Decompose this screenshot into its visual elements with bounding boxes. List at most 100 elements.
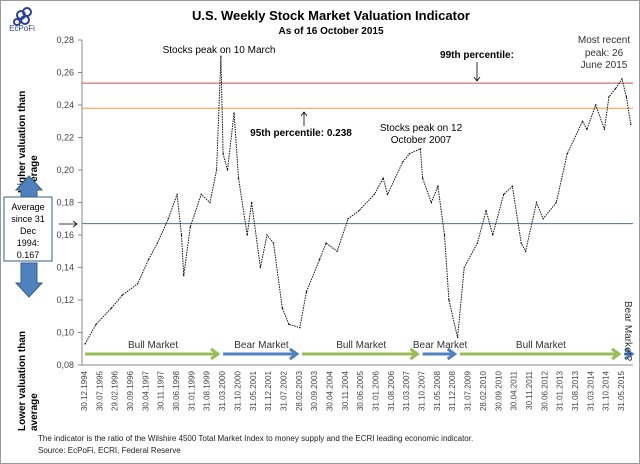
average-box-text: Average since 31 Dec 1994: 0.167 [11, 202, 45, 260]
data-point [492, 234, 494, 236]
market-label-3: Bear Market [413, 340, 468, 351]
data-point [581, 120, 584, 122]
data-point [305, 291, 308, 293]
market-label-4: Bull Market [516, 340, 566, 351]
x-tick-label: 30.04.2004 [325, 370, 334, 411]
x-tick-label: 30.06.1998 [172, 370, 181, 411]
x-tick-label: 31.03.2014 [586, 370, 595, 411]
annotation-95th: 95th percentile: 0.238 [250, 128, 352, 139]
market-phases: Bull Market Bear Market Bull Market Bear Ma… [85, 340, 635, 361]
y-tick-label: 0,26 [56, 68, 74, 78]
y-tick-label: 0,24 [56, 100, 74, 110]
x-tick-label: 30.12.1994 [80, 370, 89, 411]
average-box [3, 196, 53, 262]
data-point [222, 153, 224, 155]
data-point [121, 294, 124, 296]
data-point [520, 242, 522, 244]
arrow-up-icon [300, 111, 308, 126]
x-tick-label: 28.02.2003 [295, 370, 304, 411]
y-tick-label: 0,28 [56, 35, 74, 45]
data-point [448, 299, 450, 301]
data-point [325, 242, 327, 244]
x-tick-label: 30.09.2003 [310, 370, 319, 411]
data-point [233, 112, 235, 114]
data-point [542, 218, 544, 220]
data-point [402, 161, 404, 163]
footer-source: Source: EcPoFi, ECRI, Federal Reserve [38, 446, 181, 455]
market-arrow-0 [85, 347, 221, 361]
arrow-down-icon [14, 262, 44, 298]
x-tick-label: 31.01.1999 [187, 370, 196, 411]
data-point [555, 201, 557, 204]
average-box-line: 0.167 [17, 250, 40, 260]
data-point [209, 201, 211, 204]
y-tick-label: 0,20 [56, 165, 74, 175]
data-point [386, 193, 389, 196]
annotation-peak-2000: Stocks peak on 10 March [163, 45, 276, 56]
market-label-2: Bull Market [336, 340, 386, 351]
data-point [237, 177, 240, 179]
x-tick-label: 31.07.2002 [279, 370, 288, 411]
x-tick-label: 29.02.1996 [111, 370, 120, 411]
data-point [189, 226, 191, 228]
data-point [382, 177, 384, 179]
data-point [502, 193, 505, 196]
y-tick-label: 0,08 [56, 360, 74, 370]
left-panel: Higher valuation than average Average sin… [3, 91, 78, 431]
data-point [373, 193, 376, 196]
x-tick-label: 30.06.2005 [356, 370, 365, 411]
data-point [456, 336, 459, 339]
higher-valuation-label-1: Higher valuation than [17, 91, 28, 193]
logo-mark-icon [13, 7, 32, 26]
data-point [95, 323, 97, 326]
data-point [266, 234, 268, 236]
lower-valuation-label-2: average [29, 393, 40, 431]
x-tick-label: 30.04.2011 [510, 370, 519, 410]
data-point [408, 153, 411, 155]
annotation-peak-2007-2: October 2007 [391, 135, 452, 146]
arrow-down-icon [473, 62, 481, 82]
data-point [136, 283, 139, 285]
data-point [614, 88, 617, 90]
x-tick-label: 31.05.2008 [433, 370, 442, 411]
data-point [566, 153, 568, 155]
data-point [535, 201, 538, 204]
data-point [318, 258, 321, 261]
y-tick-label: 0,16 [56, 230, 74, 240]
chart-title: U.S. Weekly Stock Market Valuation Indic… [192, 8, 470, 23]
higher-valuation-label-2: average [29, 155, 40, 193]
chart-subtitle: As of 16 October 2015 [278, 26, 383, 37]
data-point [595, 104, 597, 106]
market-arrow-1 [223, 347, 300, 361]
annotation-recent-2: peak: 26 [585, 48, 624, 59]
x-tick-label: 31.07.2009 [464, 370, 473, 411]
data-point [226, 169, 229, 171]
data-point [463, 266, 465, 269]
x-tick-label: 31.05.2001 [249, 370, 258, 411]
data-point [220, 55, 222, 57]
logo: EcPoFi [9, 7, 35, 33]
data-point [603, 128, 606, 131]
data-point [110, 307, 113, 309]
x-tick-label: 31.08.2013 [571, 370, 580, 411]
data-point [288, 323, 290, 326]
annotation-99th: 99th percentile: [440, 50, 514, 61]
data-point [485, 209, 487, 212]
x-tick-label: 30.11.2011 [525, 370, 534, 409]
x-tick-label: 31.01.2006 [372, 370, 381, 411]
data-point [421, 177, 424, 179]
x-tick-label: 31.03.2000 [218, 370, 227, 411]
x-tick-label: 30.09.1996 [126, 370, 135, 411]
data-point [182, 274, 185, 277]
x-tick-label: 31.10.2014 [602, 370, 611, 411]
annotations: Stocks peak on 10 March Stocks peak on 1… [163, 35, 633, 361]
y-tick-label: 0,18 [56, 198, 74, 208]
data-point [443, 234, 446, 236]
data-point [299, 326, 301, 329]
footer-note: The indicator is the ratio of the Wilshi… [38, 434, 473, 443]
x-tick-label: 31.12.2001 [264, 370, 273, 411]
market-label-1: Bear Market [234, 340, 289, 351]
annotation-recent-3: June 2015 [581, 60, 628, 71]
